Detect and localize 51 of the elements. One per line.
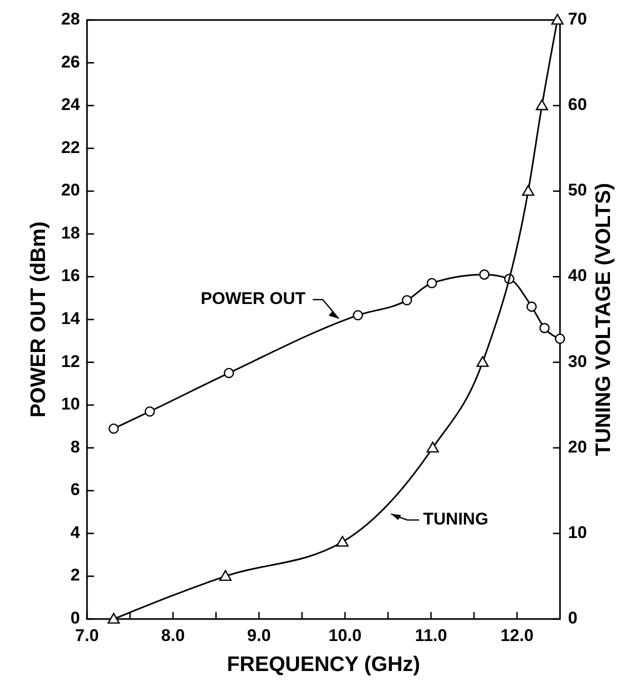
y-tick-label: 22 — [61, 138, 80, 157]
point — [522, 184, 534, 196]
y-tick-label: 8 — [70, 437, 80, 456]
x-tick-label: 11.0 — [414, 626, 448, 645]
y-tick-label: 4 — [70, 522, 81, 542]
point — [402, 295, 412, 306]
y2-tick-label: 40 — [568, 266, 587, 286]
y2-tick-label: 70 — [568, 9, 587, 28]
y2-tick-label: 50 — [568, 180, 587, 200]
point — [352, 310, 364, 320]
y-tick-label: 12 — [61, 352, 80, 371]
point — [536, 99, 548, 110]
y-tick-label: 10 — [61, 394, 80, 414]
y-tick-label: 18 — [61, 223, 80, 242]
point — [426, 278, 438, 288]
y-tick-label: 26 — [61, 52, 80, 72]
point — [554, 334, 566, 344]
y2-tick-label: 30 — [568, 352, 587, 371]
y-tick-label: 28 — [61, 9, 80, 28]
y2-axis-title: TUNING VOLTAGE (VOLTS) — [592, 183, 615, 456]
y-tick-label: 20 — [61, 180, 80, 200]
y-tick-label: 16 — [61, 266, 80, 286]
y-axis-title: POWER OUT (dBm) — [27, 222, 50, 418]
y2-tick-label: 10 — [568, 522, 587, 542]
point — [219, 570, 232, 581]
point — [224, 368, 234, 378]
y-tick-label: 2 — [70, 566, 80, 585]
point — [426, 442, 439, 453]
x-tick-label: 8.0 — [161, 626, 185, 645]
x-axis-title: FREQUENCY (GHz) — [226, 653, 420, 676]
y2-tick-label: 60 — [568, 95, 587, 114]
point — [108, 612, 120, 624]
annotation: TUNING — [423, 510, 488, 529]
x-tick-label: 12.0 — [500, 626, 534, 645]
point — [336, 536, 349, 547]
point — [479, 269, 490, 280]
x-tick-label: 9.0 — [247, 626, 271, 645]
y2-tick-label: 0 — [568, 608, 578, 628]
point — [476, 356, 489, 367]
y2-tick-label: 20 — [568, 437, 587, 456]
y-tick-label: 24 — [61, 95, 81, 114]
x-tick-label: 7.0 — [75, 626, 99, 645]
y-tick-label: 6 — [70, 480, 80, 500]
annotation: POWER OUT — [200, 289, 306, 308]
y-tick-label: 0 — [70, 608, 80, 628]
point — [526, 302, 537, 312]
x-tick-label: 10.0 — [328, 626, 362, 645]
point — [108, 423, 119, 434]
point — [539, 322, 550, 334]
y-tick-label: 14 — [61, 308, 81, 328]
point — [144, 406, 155, 417]
